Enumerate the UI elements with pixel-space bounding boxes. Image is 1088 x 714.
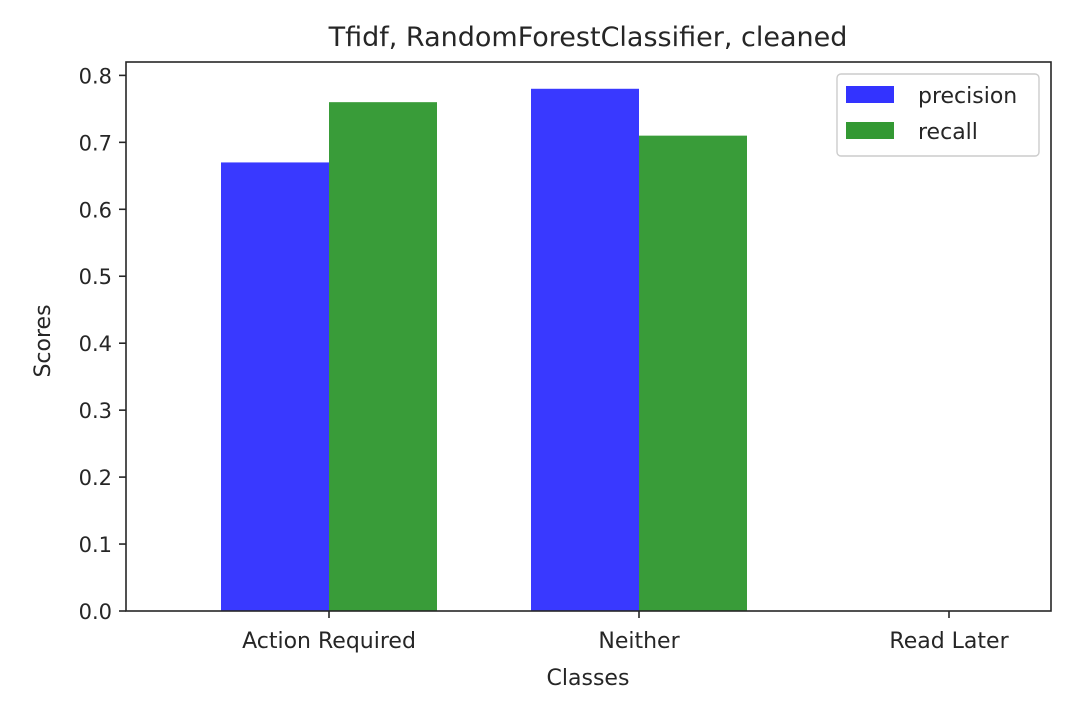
x-tick-label: Neither: [598, 629, 680, 654]
y-tick-label: 0.4: [79, 332, 112, 356]
bar-precision-0: [221, 162, 329, 612]
y-tick-label: 0.5: [79, 265, 112, 289]
bar-recall-0: [329, 102, 437, 612]
bar-precision-1: [531, 88, 639, 611]
legend-label-precision: precision: [918, 84, 1017, 109]
chart-title: Tfidf, RandomForestClassifier, cleaned: [328, 22, 848, 53]
x-tick-label: Action Required: [242, 629, 416, 654]
legend-label-recall: recall: [918, 120, 978, 145]
y-tick-label: 0.6: [79, 198, 112, 222]
y-tick-label: 0.2: [79, 466, 112, 490]
y-axis: 0.0 0.1 0.2 0.3 0.4 0.5 0.6 0.7 0.8: [79, 64, 126, 624]
x-axis-label: Classes: [547, 666, 630, 691]
y-tick-label: 0.8: [79, 64, 112, 88]
bars-layer: [221, 88, 747, 612]
bar-recall-1: [639, 135, 747, 611]
y-tick-label: 0.1: [79, 533, 112, 557]
plot-frame: [125, 61, 1052, 612]
x-axis: Action Required Neither Read Later: [242, 611, 1010, 654]
legend: precision recall: [836, 73, 1040, 157]
y-tick-label: 0.3: [79, 399, 112, 423]
legend-swatch-precision: [846, 86, 894, 103]
y-tick-label: 0.0: [79, 600, 112, 624]
y-axis-label: Scores: [31, 304, 56, 377]
legend-swatch-recall: [846, 122, 894, 139]
y-tick-label: 0.7: [79, 131, 112, 155]
x-tick-label: Read Later: [889, 629, 1009, 654]
